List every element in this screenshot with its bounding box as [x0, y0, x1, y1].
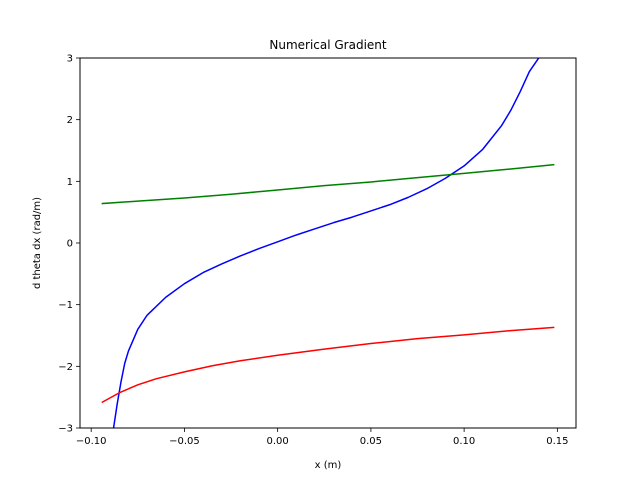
x-axis-label: x (m) [315, 460, 342, 471]
x-tick-label: 0.05 [360, 436, 382, 447]
x-tick-label: 0.00 [267, 436, 289, 447]
y-tick-label: −2 [58, 362, 73, 373]
x-axis: −0.10 −0.05 0.00 0.05 0.10 0.15 [76, 428, 568, 447]
y-tick-label: −1 [58, 300, 73, 311]
y-tick-label: 1 [67, 177, 73, 188]
chart-title: Numerical Gradient [269, 38, 387, 52]
series-layer [101, 58, 555, 428]
y-axis-label: d theta dx (rad/m) [32, 197, 43, 289]
series-line-1 [112, 58, 540, 428]
x-tick-label: 0.10 [453, 436, 475, 447]
y-tick-label: 0 [67, 239, 73, 250]
y-tick-label: 3 [67, 54, 73, 65]
y-axis: −3 −2 −1 0 1 2 3 [58, 54, 80, 435]
x-tick-label: 0.15 [546, 436, 568, 447]
series-line-3 [101, 326, 555, 404]
y-tick-label: −3 [58, 424, 73, 435]
x-tick-label: −0.05 [169, 436, 200, 447]
y-tick-label: 2 [67, 115, 73, 126]
x-tick-label: −0.10 [76, 436, 107, 447]
series-line-2 [101, 163, 555, 205]
